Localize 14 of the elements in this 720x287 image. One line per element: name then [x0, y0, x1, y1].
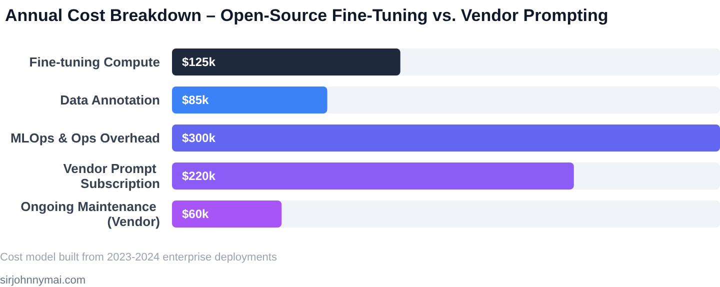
chart-title: Annual Cost Breakdown – Open-Source Fine-Tuning vs. Vendor Prompting — [5, 6, 608, 25]
y-tick-label: Vendor Prompt Subscription — [63, 161, 160, 191]
data-label: $85k — [182, 93, 210, 107]
data-label: $60k — [182, 207, 210, 221]
y-tick-label: Ongoing Maintenance (Vendor) — [20, 199, 160, 229]
text: sirjohnnymai.com — [0, 274, 86, 286]
text: Cost model built from 2023-2024 enterprise deployments — [0, 252, 278, 264]
data-label: $220k — [182, 169, 216, 183]
data-label: $300k — [182, 131, 216, 145]
data-label: $125k — [182, 55, 216, 69]
y-tick-label: Data Annotation — [60, 92, 160, 108]
y-tick-label: Fine-tuning Compute — [29, 54, 160, 70]
y-tick-label: MLOps & Ops Overhead — [10, 130, 160, 146]
bar — [172, 200, 282, 228]
